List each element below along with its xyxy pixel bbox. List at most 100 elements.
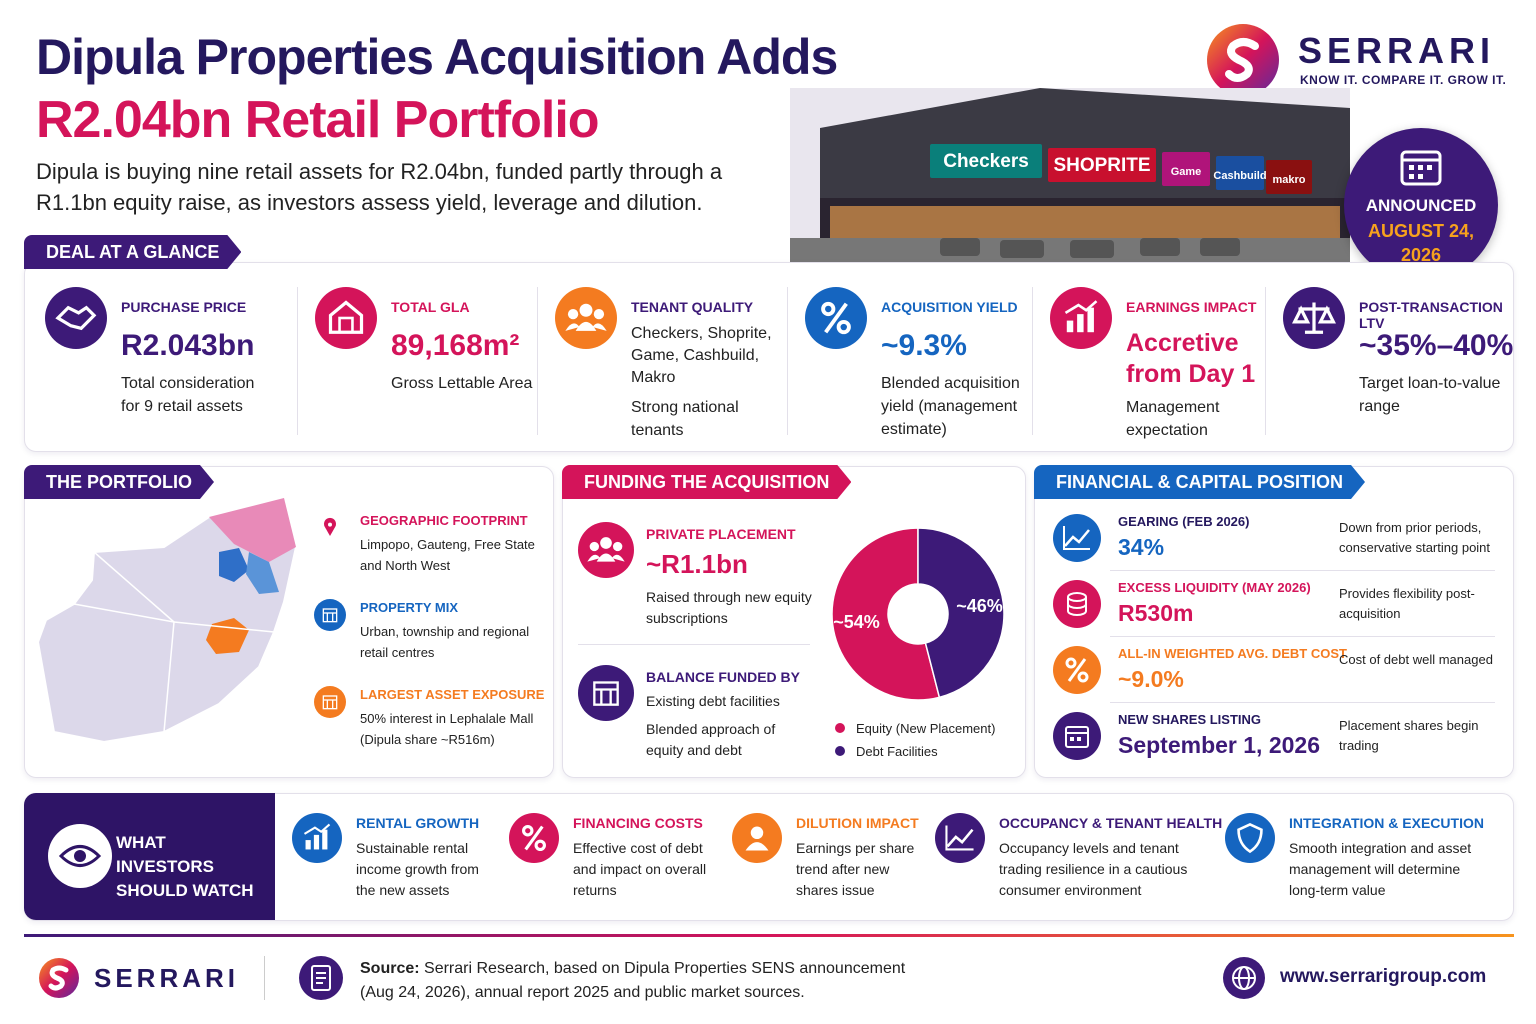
glance-label: EARNINGS IMPACT: [1126, 299, 1257, 315]
store-sign: SHOPRITE: [1053, 155, 1150, 176]
store-sign: makro: [1272, 174, 1305, 186]
south-africa-map: [36, 496, 298, 744]
funding-value: Existing debt facilities: [646, 693, 780, 709]
badge-label: ANNOUNCED: [1365, 196, 1477, 215]
funding-tab: FUNDING THE ACQUISITION: [562, 465, 851, 499]
title-line-2: R2.04bn Retail Portfolio: [36, 91, 600, 149]
source-label: Source:: [360, 960, 420, 977]
store-sign: Cashbuild: [1213, 170, 1266, 182]
financial-icon: [1053, 646, 1101, 694]
pie-slice: [917, 527, 1005, 699]
glance-label: ACQUISITION YIELD: [881, 299, 1018, 315]
glance-icon: [1283, 287, 1345, 349]
funding-pie-chart: ~54% Equity (New Placement) ~46% Debt Facil…: [831, 527, 1005, 759]
glance-icon: [555, 287, 617, 349]
watch-title: WHAT INVESTORS SHOULD WATCH: [116, 833, 254, 900]
portfolio-text: Limpopo, Gauteng, Free State and North W…: [360, 537, 535, 573]
watch-text: Earnings per share trend after new share…: [796, 840, 915, 898]
glance-value: Accretive from Day 1: [1126, 329, 1256, 388]
store-sign-board: [1048, 148, 1156, 182]
financial-label: NEW SHARES LISTING: [1118, 712, 1262, 727]
glance-desc: Gross Lettable Area: [391, 375, 533, 392]
financial-note: Down from prior periods, conservative st…: [1339, 520, 1491, 555]
store-sign-board: [1216, 156, 1264, 190]
glance-icon: [45, 287, 107, 349]
badge-date: AUGUST 24, 2026: [1367, 221, 1475, 265]
glance-divider: [1265, 287, 1266, 435]
watch-label: FINANCING COSTS: [573, 815, 703, 831]
glance-desc: Blended acquisition yield (management es…: [881, 375, 1020, 438]
legend-label: Equity (New Placement): [856, 721, 995, 736]
footer-website[interactable]: www.serrarigroup.com: [1280, 966, 1487, 987]
globe-icon: [1223, 957, 1265, 999]
portfolio-tab: THE PORTFOLIO: [24, 465, 214, 499]
glance-desc: Total consideration for 9 retail assets: [121, 375, 255, 415]
glance-tab: DEAL AT A GLANCE: [24, 235, 241, 269]
watch-icon: [732, 813, 782, 863]
watch-icon: [292, 813, 342, 863]
portfolio-text: 50% interest in Lephalale Mall (Dipula s…: [360, 711, 534, 747]
store-sign: Game: [1171, 166, 1202, 178]
legend-swatch: [835, 723, 845, 733]
funding-value: ~R1.1bn: [646, 549, 748, 579]
financial-tab: FINANCIAL & CAPITAL POSITION: [1034, 465, 1365, 499]
financial-panel: [1034, 466, 1514, 778]
watch-icon: [935, 813, 985, 863]
glance-desc: Target loan-to-value range: [1359, 375, 1501, 415]
watch-text: Occupancy levels and tenant trading resi…: [999, 840, 1188, 898]
financial-note: Placement shares begin trading: [1339, 718, 1479, 753]
watch-icon: [1225, 813, 1275, 863]
watch-text: Smooth integration and asset management …: [1289, 840, 1472, 898]
store-sign-board: [930, 144, 1042, 178]
glance-divider: [787, 287, 788, 435]
financial-value: R530m: [1118, 600, 1194, 626]
subtitle: Dipula is buying nine retail assets for …: [36, 159, 723, 215]
glance-desc: Strong national tenants: [631, 399, 739, 439]
financial-icon: [1053, 712, 1101, 760]
storefront-illustration: Checkers SHOPRITE Game Cashbuild makro: [790, 88, 1350, 266]
footer-source: Source: Serrari Research, based on Dipul…: [360, 957, 920, 1005]
funding-icon: [578, 522, 634, 578]
financial-note: Provides flexibility post-acquisition: [1339, 586, 1475, 621]
pie-value-label: ~54%: [833, 612, 880, 632]
financial-label: EXCESS LIQUIDITY (MAY 2026): [1118, 580, 1311, 595]
legend-label: Debt Facilities: [856, 744, 938, 759]
watch-label: OCCUPANCY & TENANT HEALTH: [999, 815, 1223, 831]
footer-rule: [24, 934, 1514, 937]
watch-text: Sustainable rental income growth from th…: [356, 840, 479, 898]
glance-value: ~9.3%: [881, 329, 967, 362]
funding-desc: Blended approach of equity and debt: [646, 721, 776, 758]
announced-badge: ANNOUNCED AUGUST 24, 2026: [1344, 128, 1498, 282]
watch-heading-box: WHAT INVESTORS SHOULD WATCH: [24, 793, 275, 920]
watch-label: INTEGRATION & EXECUTION: [1289, 815, 1484, 831]
glance-value: 89,168m²: [391, 329, 520, 362]
portfolio-icon: [314, 686, 346, 718]
portfolio-label: PROPERTY MIX: [360, 600, 459, 615]
watch-icon: [509, 813, 559, 863]
brand-tagline: KNOW IT. COMPARE IT. GROW IT.: [1300, 73, 1507, 87]
pie-slice: [831, 527, 941, 701]
funding-desc: Raised through new equity subscriptions: [646, 589, 812, 626]
financial-divider: [1110, 570, 1495, 571]
pie-value-label: ~46%: [956, 596, 1003, 616]
financial-icon: [1053, 580, 1101, 628]
brand-logo: [1207, 24, 1279, 96]
funding-label: PRIVATE PLACEMENT: [646, 526, 796, 542]
glance-label: POST-TRANSACTION LTV: [1359, 299, 1503, 331]
glance-divider: [297, 287, 298, 435]
store-sign-board: [1162, 152, 1210, 186]
financial-divider: [1110, 702, 1495, 703]
store-sign-board: [1266, 160, 1312, 194]
glance-value: ~35%–40%: [1359, 329, 1514, 362]
legend-swatch: [835, 746, 845, 756]
watch-label: RENTAL GROWTH: [356, 815, 480, 831]
title-line-1: Dipula Properties Acquisition Adds: [36, 29, 838, 85]
footer-brand: SERRARI: [94, 963, 240, 993]
store-sign: Checkers: [943, 151, 1029, 172]
eye-icon: [48, 824, 112, 888]
financial-label: GEARING (FEB 2026): [1118, 514, 1250, 529]
glance-desc: Management expectation: [1126, 399, 1220, 439]
source-text: Serrari Research, based on Dipula Proper…: [360, 960, 906, 1001]
glance-label: TOTAL GLA: [391, 299, 470, 315]
